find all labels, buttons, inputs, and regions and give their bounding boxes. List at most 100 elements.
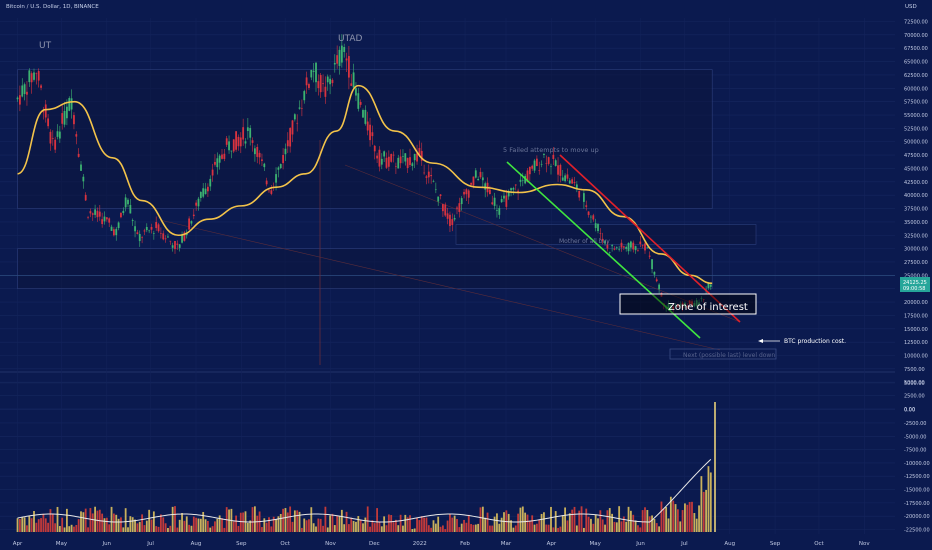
candle	[268, 190, 270, 192]
candle	[345, 58, 348, 61]
candle	[122, 210, 125, 214]
volume-bar	[317, 518, 320, 532]
volume-bar	[253, 506, 256, 532]
volume-bar	[18, 518, 21, 532]
volume-bar	[601, 519, 604, 532]
volume-bar	[120, 517, 122, 532]
candle	[590, 216, 592, 218]
candle	[112, 229, 115, 236]
volume-bar	[282, 508, 284, 532]
volume-bar	[517, 513, 519, 532]
candle	[228, 141, 230, 151]
volume-bar	[613, 521, 616, 532]
candle	[331, 79, 334, 84]
price-tick-label: 62500.00	[904, 73, 928, 79]
candle	[270, 190, 273, 194]
candle	[533, 160, 536, 171]
volume-bar	[204, 519, 207, 532]
volume-bar	[214, 521, 216, 532]
candle	[578, 190, 581, 198]
price-tick-label: 42500.00	[904, 180, 928, 186]
candle	[338, 49, 341, 66]
indicator-tick-label: -5000.00	[904, 434, 926, 440]
volume-bar	[413, 528, 416, 532]
volume-bar	[312, 523, 315, 532]
price-tick-label: 57500.00	[904, 100, 928, 106]
candle	[592, 215, 595, 220]
candle	[261, 159, 263, 161]
candle	[56, 131, 59, 137]
volume-bar	[552, 527, 555, 532]
candle	[251, 140, 254, 143]
volume-bar	[684, 503, 686, 532]
candle	[249, 128, 252, 138]
candle	[54, 139, 57, 150]
volume-bar	[458, 527, 461, 532]
price-tick-label: 27500.00	[904, 260, 928, 266]
candle	[423, 172, 425, 174]
candle	[446, 213, 449, 219]
volume-bar	[272, 516, 275, 532]
candle	[35, 73, 38, 75]
candle	[221, 154, 223, 159]
volume-bar	[380, 526, 383, 532]
chart-title: Bitcoin / U.S. Dollar, 1D, BINANCE	[6, 4, 99, 10]
price-tick-label: 72500.00	[904, 20, 928, 26]
volume-bar	[171, 506, 174, 532]
volume-bar	[73, 526, 75, 532]
candle	[230, 150, 233, 152]
candle	[308, 84, 310, 88]
volume-bar	[84, 508, 87, 532]
candle	[253, 148, 256, 155]
volume-bar	[199, 518, 202, 532]
volume-bar	[129, 516, 132, 532]
volume-bar	[94, 506, 96, 532]
volume-bar	[568, 513, 571, 532]
volume-bar	[681, 510, 684, 532]
candle	[667, 303, 670, 310]
price-tick-label: 17500.00	[904, 313, 928, 319]
volume-bar	[141, 514, 143, 532]
volume-bar	[336, 515, 339, 532]
candle	[669, 305, 672, 310]
candle	[216, 158, 219, 168]
volume-bar	[174, 506, 176, 532]
candle	[148, 230, 151, 232]
volume-bar	[164, 523, 167, 532]
volume-bar	[221, 518, 223, 532]
candle	[409, 157, 411, 165]
volume-bar	[249, 520, 252, 532]
volume-bar	[181, 513, 183, 532]
candle	[91, 213, 94, 215]
volume-bar	[58, 526, 61, 532]
candle	[660, 292, 663, 297]
price-tick-label: 47500.00	[904, 153, 928, 159]
candle	[98, 211, 101, 217]
candle	[181, 235, 183, 243]
time-tick-label: Aug	[191, 541, 202, 547]
volume-bar	[580, 506, 583, 532]
candle	[183, 232, 186, 241]
candle	[244, 141, 247, 144]
volume-bar	[590, 518, 592, 532]
volume-bar	[526, 514, 529, 532]
volume-bar	[465, 522, 468, 532]
candle	[472, 176, 475, 186]
volume-bar	[627, 506, 630, 532]
candle	[305, 77, 308, 86]
volume-bar	[550, 506, 552, 532]
volume-bar	[357, 516, 360, 532]
volume-bar	[573, 506, 576, 532]
candle	[131, 220, 134, 221]
volume-bar	[604, 524, 606, 532]
candle	[651, 259, 653, 270]
candle	[206, 186, 209, 192]
candle	[42, 111, 45, 113]
candle	[293, 114, 296, 120]
volume-bar	[394, 519, 397, 532]
volume-bar	[646, 509, 649, 532]
volume-bar	[451, 517, 454, 532]
currency-label: USD	[905, 4, 917, 10]
mother-label: Mother of all buy	[559, 238, 610, 245]
candle	[26, 91, 28, 95]
